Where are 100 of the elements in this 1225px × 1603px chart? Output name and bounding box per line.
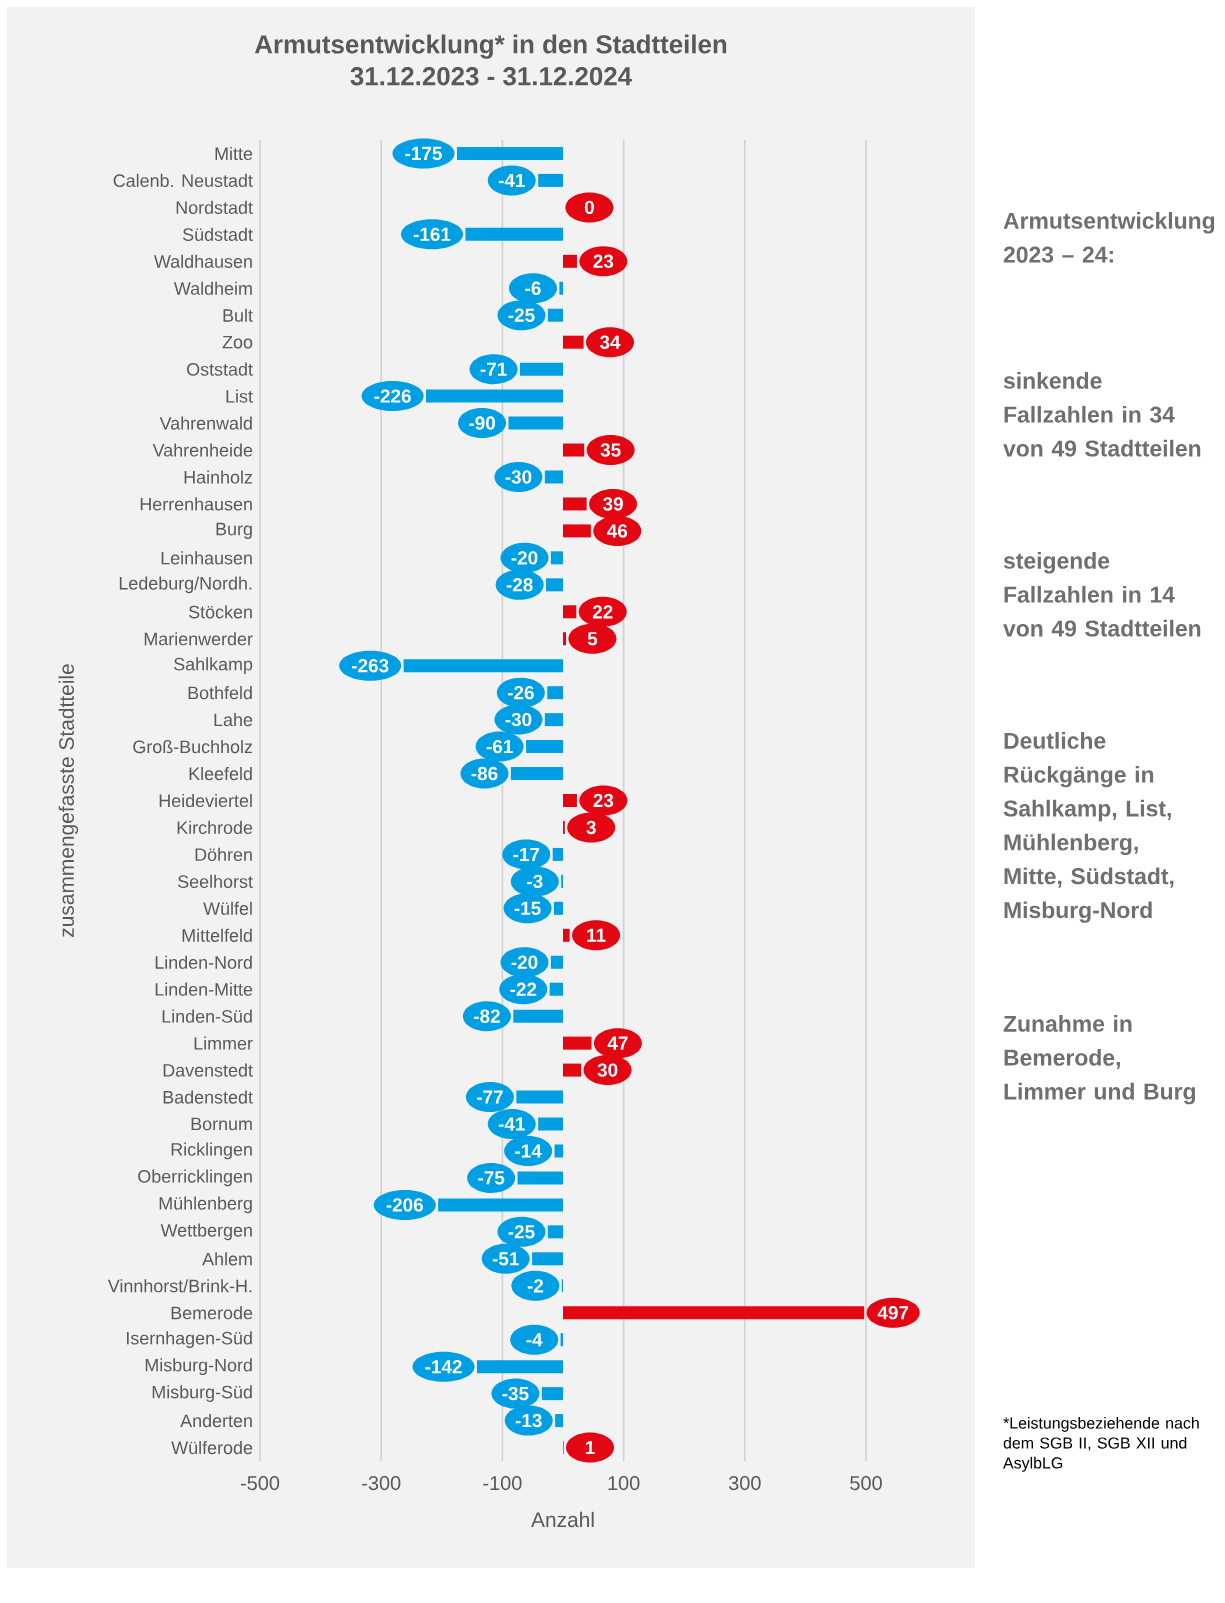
x-tick-label: 500 — [850, 1476, 882, 1491]
y-tick-label: Linden-Süd — [162, 1009, 252, 1023]
y-tick-label: Wettbergen — [160, 1223, 252, 1241]
y-tick-label: Leinhausen — [161, 551, 252, 565]
data-label: -51 — [492, 1252, 519, 1266]
bar — [554, 1144, 564, 1158]
data-label: -90 — [469, 416, 495, 430]
chart-title: Armutsentwicklung* in den Stadtteilen — [254, 34, 727, 59]
y-tick-label: Zoo — [222, 335, 253, 349]
bar — [563, 605, 577, 619]
chart-subtitle: 31.12.2023 - 31.12.2024 — [350, 67, 632, 86]
bar — [538, 173, 564, 187]
y-tick-label: Kleefeld — [189, 766, 252, 781]
y-tick-label: Seelhorst — [178, 874, 253, 888]
bar — [549, 982, 564, 996]
data-label: -142 — [425, 1360, 462, 1374]
data-label: -14 — [515, 1144, 542, 1158]
bar — [547, 308, 564, 322]
data-label: 1 — [585, 1441, 595, 1455]
bar — [563, 793, 577, 807]
bar — [544, 470, 564, 484]
text: *Leistungsbeziehende nach dem SGB II, SGB XII und AsylbLG — [1003, 1417, 1199, 1472]
y-tick-label: Ricklingen — [171, 1142, 252, 1160]
x-tick-label: 100 — [608, 1476, 640, 1491]
data-label: -25 — [508, 308, 535, 322]
data-label: -75 — [478, 1171, 505, 1185]
data-label: 3 — [586, 820, 596, 835]
y-tick-label: Bornum — [191, 1117, 252, 1131]
data-label: 0 — [584, 200, 594, 215]
bar — [547, 1225, 564, 1239]
data-label: -263 — [352, 658, 389, 673]
bar — [538, 1117, 564, 1131]
y-tick-label: Kirchrode — [177, 820, 253, 835]
y-tick-label: Mitte — [215, 146, 253, 161]
y-tick-label: Sahlkamp — [174, 657, 253, 675]
y-tick-label: Nordstadt — [176, 200, 253, 214]
data-label: -2 — [527, 1279, 544, 1293]
data-label: 47 — [607, 1036, 628, 1050]
bar — [550, 955, 564, 969]
y-tick-label: Isernhagen-Süd — [127, 1331, 252, 1349]
x-tick-label: 300 — [728, 1476, 761, 1491]
bar — [563, 524, 591, 538]
data-label: -35 — [502, 1386, 529, 1401]
bar — [544, 713, 564, 727]
data-label: -82 — [473, 1009, 500, 1023]
bar — [563, 443, 585, 457]
text: Deutliche Rückgänge in Sahlkamp, List, Mühlenberg, Mitte, Südstadt, Misburg-Nord — [1003, 732, 1174, 923]
x-axis-title: Anzahl — [531, 1511, 594, 1528]
y-tick-label: Hainholz — [184, 470, 253, 484]
data-label: -28 — [506, 578, 533, 592]
x-tick-label: -100 — [483, 1476, 522, 1491]
y-tick-label: Lahe — [214, 713, 253, 727]
data-label: 39 — [602, 497, 623, 511]
y-tick-label: Burg — [216, 522, 252, 539]
data-label: 30 — [597, 1063, 618, 1077]
y-tick-label: Anderten — [180, 1413, 252, 1428]
y-tick-label: Mittelfeld — [182, 928, 252, 942]
y-tick-label: Linden-Nord — [155, 955, 252, 969]
data-label: -206 — [386, 1198, 423, 1212]
bar — [563, 1036, 592, 1050]
text: Zunahme in Bemerode, Limmer und Burg — [1003, 1015, 1195, 1105]
data-label: -41 — [498, 173, 525, 187]
data-label: -25 — [508, 1225, 535, 1239]
data-label: -17 — [513, 847, 540, 861]
text: sinkende Fallzahlen in 34 von 49 Stadtteilen — [1003, 372, 1201, 457]
bar — [552, 847, 564, 861]
text: steigende Fallzahlen in 14 von 49 Stadtteilen — [1003, 552, 1201, 637]
data-label: 5 — [587, 632, 598, 646]
y-tick-label: Ledeburg/Nordh. — [119, 576, 252, 594]
y-tick-label: List — [226, 389, 253, 403]
y-tick-label: Waldheim — [173, 281, 252, 295]
y-tick-label: Bothfeld — [188, 686, 252, 700]
y-tick-label: Misburg-Süd — [152, 1385, 252, 1402]
data-label: -3 — [527, 874, 543, 889]
y-tick-label: Badenstedt — [163, 1090, 253, 1104]
data-label: -41 — [498, 1117, 525, 1131]
data-label: -26 — [507, 685, 534, 700]
data-label: -175 — [405, 146, 442, 161]
y-tick-label: Südstadt — [182, 227, 253, 241]
bar — [563, 497, 587, 511]
y-tick-label: Oststadt — [187, 362, 253, 376]
data-label: -22 — [510, 982, 537, 996]
data-label: -161 — [413, 227, 451, 242]
bar — [563, 1063, 582, 1077]
y-tick-label: Marienwerder — [144, 632, 253, 646]
y-tick-label: Waldhausen — [154, 254, 252, 268]
y-tick-label: Vahrenwald — [159, 416, 252, 430]
y-tick-label: Stöcken — [188, 605, 252, 619]
bar — [563, 254, 577, 268]
bar — [559, 281, 564, 295]
y-tick-label: Linden-Mitte — [155, 982, 253, 996]
y-axis-title: zusammengefasste Stadtteile — [58, 664, 79, 937]
x-tick-label: -300 — [362, 1476, 401, 1491]
y-tick-label: Bult — [223, 308, 253, 322]
data-label: -226 — [374, 389, 411, 403]
y-tick-label: Heideviertel — [159, 793, 252, 808]
data-label: -6 — [525, 281, 541, 295]
y-tick-label: Davenstedt — [163, 1063, 253, 1077]
text: Armutsentwicklung 2023 – 24: — [1003, 212, 1215, 263]
y-tick-label: Döhren — [195, 847, 252, 862]
